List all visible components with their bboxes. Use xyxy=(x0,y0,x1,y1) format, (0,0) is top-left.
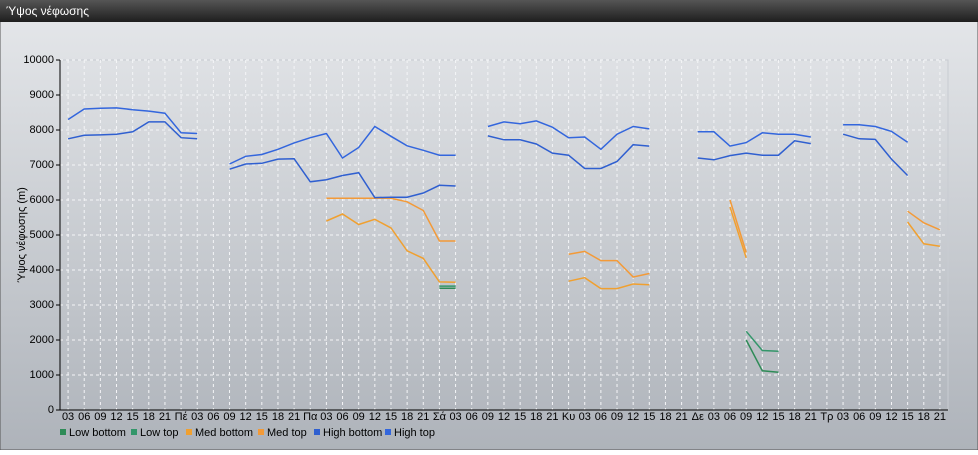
x-tick-label: Σά xyxy=(433,411,447,423)
x-tick-label: 15 xyxy=(902,411,914,423)
x-tick-label: 03 xyxy=(191,411,203,423)
x-tick-label: 12 xyxy=(369,411,381,423)
x-tick-label: 12 xyxy=(110,411,122,423)
x-tick-label: 03 xyxy=(837,411,849,423)
y-tick-label: 7000 xyxy=(30,159,54,171)
x-tick-label: 06 xyxy=(466,411,478,423)
x-tick-label: 21 xyxy=(288,411,300,423)
x-tick-label: 18 xyxy=(788,411,800,423)
x-tick-label: 06 xyxy=(78,411,90,423)
x-tick-label: 21 xyxy=(417,411,429,423)
x-tick-label: 03 xyxy=(579,411,591,423)
legend-swatch xyxy=(131,429,137,435)
x-tick-label: 21 xyxy=(159,411,171,423)
x-tick-label: 09 xyxy=(353,411,365,423)
x-tick-label: 18 xyxy=(659,411,671,423)
chart-title: Ύψος νέφωσης xyxy=(6,4,89,18)
x-tick-label: 09 xyxy=(94,411,106,423)
y-tick-label: 2000 xyxy=(30,334,54,346)
x-tick-label: 06 xyxy=(336,411,348,423)
x-tick-label: Κυ xyxy=(562,411,575,423)
x-tick-label: 09 xyxy=(611,411,623,423)
y-tick-label: 8000 xyxy=(30,124,54,136)
x-tick-label: 03 xyxy=(62,411,74,423)
y-tick-label: 4000 xyxy=(30,264,54,276)
legend-label: Med bottom xyxy=(195,427,253,439)
x-tick-label: 09 xyxy=(740,411,752,423)
x-tick-label: 18 xyxy=(272,411,284,423)
y-tick-label: 1000 xyxy=(30,369,54,381)
x-tick-label: 15 xyxy=(643,411,655,423)
series-line xyxy=(439,285,779,352)
x-tick-label: 21 xyxy=(934,411,946,423)
legend-label: High bottom xyxy=(323,427,382,439)
legend-swatch xyxy=(186,429,192,435)
x-tick-label: 15 xyxy=(256,411,268,423)
x-tick-label: 12 xyxy=(885,411,897,423)
legend-swatch xyxy=(385,429,391,435)
y-tick-label: 0 xyxy=(48,404,54,416)
x-tick-label: 06 xyxy=(724,411,736,423)
legend-label: Low top xyxy=(140,427,179,439)
x-tick-label: 09 xyxy=(869,411,881,423)
x-tick-label: 18 xyxy=(143,411,155,423)
x-tick-label: Δε xyxy=(692,411,704,423)
x-tick-label: 03 xyxy=(449,411,461,423)
x-tick-label: Πέ xyxy=(175,411,188,423)
x-tick-label: 12 xyxy=(756,411,768,423)
x-tick-label: 03 xyxy=(708,411,720,423)
legend-swatch xyxy=(258,429,264,435)
x-tick-label: 15 xyxy=(385,411,397,423)
x-tick-label: 21 xyxy=(805,411,817,423)
series-line xyxy=(439,287,779,373)
x-tick-label: 09 xyxy=(223,411,235,423)
y-tick-label: 10000 xyxy=(23,54,54,66)
x-tick-label: 18 xyxy=(401,411,413,423)
legend-label: High top xyxy=(394,427,435,439)
series-line xyxy=(326,206,941,290)
x-tick-label: 15 xyxy=(127,411,139,423)
x-tick-label: 18 xyxy=(530,411,542,423)
x-tick-label: Τρ xyxy=(820,411,833,423)
legend-swatch xyxy=(314,429,320,435)
legend-swatch xyxy=(60,429,66,435)
x-tick-label: 21 xyxy=(546,411,558,423)
legend-label: Low bottom xyxy=(69,427,126,439)
x-tick-label: 15 xyxy=(772,411,784,423)
x-tick-label: 12 xyxy=(498,411,510,423)
y-tick-label: 6000 xyxy=(30,194,54,206)
y-tick-label: 9000 xyxy=(30,89,54,101)
series-line xyxy=(67,121,909,199)
title-bar xyxy=(0,0,978,22)
y-tick-label: 5000 xyxy=(30,229,54,241)
x-tick-label: 06 xyxy=(595,411,607,423)
x-tick-label: 09 xyxy=(482,411,494,423)
x-tick-label: 06 xyxy=(207,411,219,423)
y-axis-label: Ύψος νέφωσης (m) xyxy=(16,187,28,283)
series-line xyxy=(67,107,909,165)
x-tick-label: 12 xyxy=(240,411,252,423)
x-tick-label: 03 xyxy=(320,411,332,423)
series-line xyxy=(326,197,941,278)
x-tick-label: Πα xyxy=(303,411,318,423)
y-tick-label: 3000 xyxy=(30,299,54,311)
x-tick-label: 12 xyxy=(627,411,639,423)
x-tick-label: 15 xyxy=(514,411,526,423)
x-tick-label: 06 xyxy=(853,411,865,423)
x-tick-label: 21 xyxy=(675,411,687,423)
x-tick-label: 18 xyxy=(918,411,930,423)
legend-label: Med top xyxy=(267,427,307,439)
